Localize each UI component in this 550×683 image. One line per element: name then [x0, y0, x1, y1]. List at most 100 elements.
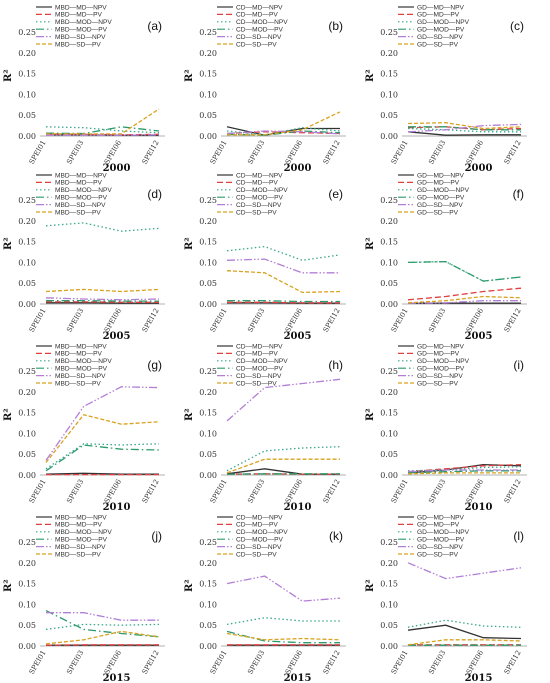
legend-label: GD—SD—NPV: [417, 34, 463, 41]
series-line: [45, 443, 160, 470]
series-line: [407, 472, 521, 475]
y-tick-label: 0.10: [199, 429, 217, 438]
y-tick-label: 0.20: [199, 217, 217, 226]
y-tick-label: 0.00: [199, 132, 217, 141]
legend-label: GD—MD—PV: [417, 12, 460, 19]
legend-label: MBD—MOD—PV: [55, 537, 108, 544]
legend-label: CD—SD—PV: [236, 380, 277, 387]
y-tick-label: 0.10: [199, 600, 217, 609]
subplot-a: 0.00 0.05 0.10 0.15 0.20 0.25 R² SPEI01 SPEI03 SP…: [3, 4, 165, 174]
y-tick-label: 0.15: [18, 238, 36, 247]
x-tick-label: SPEI06: [103, 478, 123, 505]
x-tick-label: SPEI01: [28, 649, 48, 676]
legend-label: CD—MOD—NPV: [236, 529, 288, 536]
series-line: [45, 630, 160, 645]
x-tick-label: SPEI06: [465, 139, 485, 166]
series-line: [408, 126, 521, 131]
panel-tag: (g): [147, 358, 162, 372]
legend-label: MBD—SD—PV: [55, 209, 101, 216]
legend-label: GD—MD—PV: [417, 180, 460, 187]
legend-label: GD—MD—NPV: [417, 514, 464, 521]
y-tick-label: 0.05: [380, 450, 398, 459]
series-line: [45, 297, 160, 301]
x-tick-label: SPEI03: [427, 139, 447, 166]
y-tick-label: 0.05: [18, 111, 36, 120]
legend-label: CD—SD—NPV: [236, 34, 282, 41]
x-tick-label: SPEI06: [103, 139, 123, 166]
y-tick-label: 0.25: [199, 196, 217, 205]
x-tick-label: SPEI06: [284, 139, 304, 166]
x-tick-label: SPEI01: [390, 649, 410, 676]
panel-tag: (j): [151, 529, 162, 543]
subplot-g: 0.00 0.05 0.10 0.15 0.20 0.25 R² SPEI01 SPEI03 SP…: [3, 343, 165, 513]
legend-label: CD—SD—PV: [236, 209, 277, 216]
series-line: [226, 258, 340, 274]
x-tick-label: SPEI01: [209, 649, 229, 676]
legend-label: GD—SD—PV: [417, 209, 459, 216]
subplot-f: 0.00 0.05 0.10 0.15 0.20 0.25 R² SPEI01 SPEI03 SP…: [365, 172, 527, 342]
y-tick-label: 0.00: [18, 471, 36, 480]
y-axis-label: R²: [365, 237, 376, 250]
legend-label: MBD—SD—NPV: [55, 202, 106, 209]
series-line: [226, 617, 340, 626]
legend-label: MBD—MD—NPV: [55, 4, 107, 11]
subplot-l: 0.00 0.05 0.10 0.15 0.20 0.25 R² SPEI01 SPEI03 SP…: [365, 514, 527, 683]
legend-label: CD—SD—NPV: [236, 202, 282, 209]
x-tick-label: SPEI01: [209, 307, 229, 334]
legend-label: CD—MD—PV: [236, 12, 278, 19]
y-axis-label: R²: [184, 69, 195, 82]
y-axis-label: R²: [184, 408, 195, 421]
x-tick-label: SPEI03: [246, 478, 266, 505]
series-line: [407, 123, 522, 133]
series-line: [407, 127, 521, 133]
x-tick-label: SPEI03: [65, 139, 85, 166]
x-tick-label: SPEI06: [284, 478, 304, 505]
legend-label: CD—MD—PV: [236, 180, 278, 187]
y-axis-label: R²: [3, 237, 14, 250]
legend-label: CD—MD—NPV: [236, 172, 283, 179]
y-tick-label: 0.25: [18, 538, 36, 547]
legend-label: GD—MOD—NPV: [417, 187, 470, 194]
year-label: 2000: [103, 163, 131, 174]
legend-label: MBD—MOD—PV: [55, 366, 108, 373]
y-tick-label: 0.05: [18, 450, 36, 459]
legend-label: CD—MD—NPV: [236, 514, 283, 521]
y-tick-label: 0.20: [380, 217, 398, 226]
legend-label: GD—MD—PV: [417, 351, 460, 358]
y-tick-label: 0.20: [18, 388, 36, 397]
subplot-i: 0.00 0.05 0.10 0.15 0.20 0.25 R² SPEI01 SPEI03 SP…: [365, 343, 527, 513]
panel-tag: (e): [328, 187, 343, 201]
series-line: [45, 288, 160, 293]
y-tick-label: 0.25: [18, 367, 36, 376]
legend-label: CD—MOD—PV: [236, 195, 283, 202]
y-axis-label: R²: [184, 579, 195, 592]
series-line: [226, 446, 341, 472]
x-tick-label: SPEI01: [28, 307, 48, 334]
legend-label: CD—MOD—NPV: [236, 187, 288, 194]
x-tick-label: SPEI03: [65, 307, 85, 334]
legend-label: CD—MD—PV: [236, 522, 278, 529]
x-tick-label: SPEI12: [322, 478, 342, 505]
series-line: [227, 111, 341, 136]
legend-label: MBD—SD—PV: [55, 41, 101, 48]
legend-label: GD—MD—NPV: [417, 343, 464, 350]
series-line: [46, 108, 160, 135]
legend-label: GD—SD—NPV: [417, 202, 463, 209]
x-tick-label: SPEI03: [427, 307, 447, 334]
y-tick-label: 0.20: [18, 49, 36, 58]
y-tick-label: 0.05: [18, 279, 36, 288]
legend-label: MBD—MOD—NPV: [55, 187, 112, 194]
series-line: [407, 260, 522, 282]
x-tick-label: SPEI03: [65, 478, 85, 505]
legend-label: MBD—MOD—PV: [55, 195, 108, 202]
series-line: [45, 444, 160, 472]
y-tick-label: 0.15: [18, 409, 36, 418]
y-tick-label: 0.15: [380, 580, 398, 589]
legend-label: GD—SD—NPV: [417, 373, 463, 380]
x-tick-label: SPEI12: [503, 307, 523, 334]
y-tick-label: 0.25: [18, 28, 36, 37]
legend-label: MBD—MD—PV: [55, 522, 102, 529]
year-label: 2015: [465, 673, 493, 683]
legend-label: CD—MOD—PV: [236, 366, 283, 373]
y-tick-label: 0.00: [380, 300, 398, 309]
